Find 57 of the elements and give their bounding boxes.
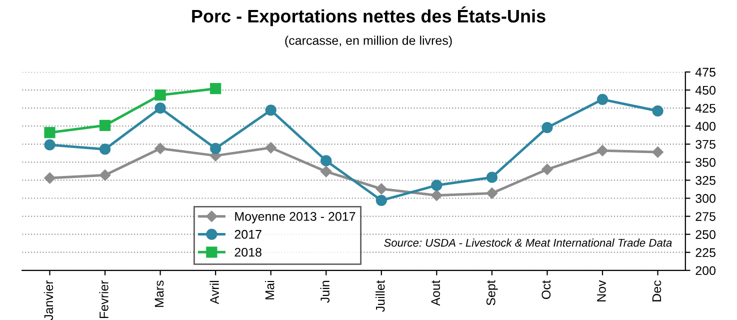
x-tick-label: Fevrier xyxy=(99,280,108,318)
point xyxy=(99,144,111,155)
point xyxy=(596,94,608,105)
point xyxy=(265,142,276,154)
y-tick-label: 325 xyxy=(696,176,716,185)
point xyxy=(376,194,387,206)
x-tick-label: Juillet xyxy=(376,280,385,312)
point xyxy=(44,127,56,138)
point xyxy=(154,102,166,114)
point xyxy=(596,145,608,156)
x-tick-label: Mai xyxy=(265,280,274,300)
x-tick-label: Sept xyxy=(486,280,498,306)
x-tick-label: Avril xyxy=(210,280,219,304)
legend-label: Moyenne 2013 - 2017 xyxy=(235,212,356,224)
point xyxy=(99,120,111,131)
y-tick-label: 300 xyxy=(696,194,716,203)
y-tick-label: 350 xyxy=(696,158,716,167)
point xyxy=(542,122,553,134)
point xyxy=(431,190,442,201)
chart-title: Porc - Exportations nettes des États-Unis xyxy=(192,6,546,26)
point xyxy=(210,142,222,154)
point xyxy=(210,83,222,94)
y-tick-label: 200 xyxy=(696,266,716,276)
point xyxy=(542,164,553,175)
point xyxy=(652,105,664,117)
legend-label: 2018 xyxy=(234,248,262,257)
x-tick-label: Oct xyxy=(542,280,551,299)
point xyxy=(44,172,56,184)
x-tick-label: Dec xyxy=(652,280,662,302)
point xyxy=(486,172,498,183)
point xyxy=(265,104,276,116)
y-tick-label: 250 xyxy=(696,230,716,239)
x-tick-label: Mars xyxy=(154,280,164,307)
chart-subtitle: (carcasse, en million de livres) xyxy=(285,36,452,48)
point xyxy=(99,170,111,181)
legend-label: 2017 xyxy=(234,230,262,239)
point xyxy=(320,155,332,166)
point xyxy=(154,142,166,154)
x-tick-label: Janvier xyxy=(44,280,54,320)
y-tick-label: 275 xyxy=(696,212,716,221)
y-tick-label: 425 xyxy=(695,104,716,113)
x-tick-label: Aout xyxy=(431,280,440,306)
annotation: Source: USDA - Livestock & Meat International Trade Data xyxy=(384,238,672,247)
y-tick-label: 475 xyxy=(695,68,716,77)
point xyxy=(320,166,332,178)
x-tick-label: Nov xyxy=(597,280,606,302)
y-tick-label: 450 xyxy=(695,86,716,95)
x-tick-label: Juin xyxy=(320,280,330,303)
point xyxy=(44,139,56,150)
point xyxy=(486,188,498,199)
y-tick-label: 225 xyxy=(696,248,716,258)
y-tick-label: 400 xyxy=(695,122,716,131)
y-tick-label: 375 xyxy=(696,140,716,149)
point xyxy=(154,90,166,101)
point xyxy=(431,180,442,191)
point xyxy=(376,183,388,194)
point xyxy=(652,146,664,158)
